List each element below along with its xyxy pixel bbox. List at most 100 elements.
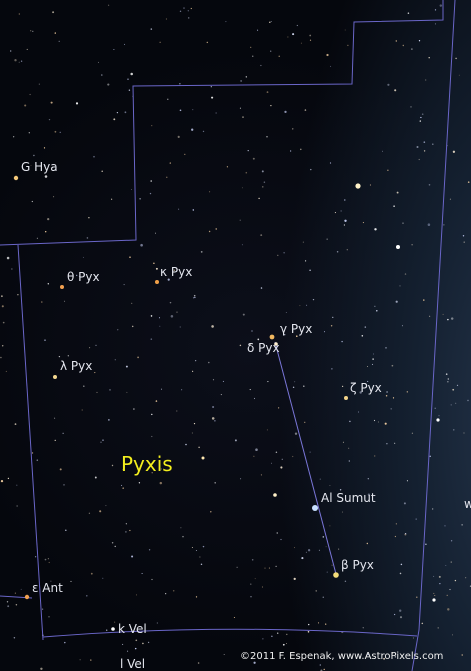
- background-star: [117, 329, 119, 331]
- background-star: [48, 616, 50, 618]
- background-star: [44, 175, 48, 178]
- star-bright-2: [396, 245, 400, 249]
- background-star: [96, 391, 98, 393]
- background-star: [101, 74, 103, 76]
- background-star: [326, 571, 328, 573]
- background-star: [90, 659, 92, 661]
- background-star: [17, 293, 19, 296]
- background-star: [317, 622, 320, 624]
- background-star: [393, 205, 395, 207]
- background-star: [30, 164, 32, 166]
- background-star: [444, 525, 446, 527]
- background-star: [154, 232, 157, 234]
- background-star: [13, 637, 16, 639]
- background-star: [125, 531, 127, 533]
- background-star: [129, 256, 131, 258]
- background-star: [407, 12, 410, 14]
- background-star: [40, 667, 43, 670]
- background-star: [416, 596, 418, 599]
- background-star: [394, 89, 397, 92]
- background-star: [122, 487, 124, 489]
- background-star: [344, 29, 346, 31]
- background-star: [127, 78, 129, 80]
- background-star: [385, 347, 387, 349]
- background-star: [269, 21, 271, 24]
- background-star: [429, 455, 431, 457]
- background-star: [341, 340, 343, 343]
- background-star: [155, 400, 158, 402]
- background-star: [449, 588, 451, 591]
- background-star: [406, 391, 408, 393]
- background-star: [341, 385, 344, 388]
- background-star: [191, 128, 194, 131]
- label-delta-pyx: δ Pyx: [247, 341, 280, 355]
- background-star: [346, 249, 348, 251]
- background-star: [293, 577, 296, 581]
- background-star: [38, 83, 40, 85]
- background-star: [318, 549, 320, 551]
- background-star: [151, 578, 153, 581]
- constellation-lines: [274, 341, 337, 575]
- star-bright-6: [436, 418, 440, 422]
- background-star: [331, 564, 333, 566]
- background-star: [275, 451, 278, 454]
- label-gamma-pyx: γ Pyx: [280, 322, 313, 336]
- background-star: [88, 216, 90, 219]
- background-star: [277, 254, 279, 256]
- background-star: [47, 283, 49, 285]
- background-star: [377, 421, 379, 423]
- background-star: [415, 518, 417, 520]
- background-star: [167, 278, 170, 281]
- background-star: [258, 197, 260, 200]
- background-star: [373, 353, 374, 355]
- background-star: [399, 609, 402, 612]
- background-star: [309, 269, 311, 271]
- background-star: [261, 170, 264, 173]
- background-star: [30, 30, 32, 32]
- background-star: [268, 567, 270, 569]
- constellation-name: Pyxis: [121, 452, 173, 476]
- background-star: [15, 604, 18, 606]
- background-star: [139, 198, 141, 200]
- background-star: [51, 166, 54, 169]
- background-star: [210, 86, 212, 88]
- background-star: [177, 135, 180, 138]
- background-star: [445, 373, 448, 375]
- star-k-vel: [111, 627, 115, 631]
- star-bright-4: [432, 598, 436, 602]
- background-star: [150, 338, 153, 340]
- background-star: [371, 363, 374, 365]
- background-star: [86, 595, 88, 597]
- background-star: [391, 652, 394, 655]
- background-star: [465, 577, 467, 579]
- background-star: [432, 508, 434, 510]
- background-star: [461, 654, 463, 656]
- background-star: [411, 432, 414, 434]
- background-star: [418, 158, 420, 161]
- background-star: [284, 110, 287, 114]
- background-star: [369, 184, 371, 186]
- background-star: [137, 356, 140, 359]
- background-star: [453, 429, 455, 431]
- star-beta-pyx: [333, 572, 339, 578]
- background-star: [47, 217, 50, 221]
- background-star: [14, 59, 17, 62]
- background-star: [411, 244, 413, 246]
- background-star: [447, 381, 449, 383]
- background-star: [364, 326, 367, 328]
- background-star: [304, 421, 306, 423]
- background-star: [434, 23, 437, 25]
- background-star: [190, 7, 192, 10]
- background-star: [450, 540, 453, 542]
- background-star: [394, 442, 396, 444]
- background-star: [344, 580, 347, 583]
- label-beta-pyx: β Pyx: [341, 558, 374, 572]
- background-star: [36, 237, 38, 239]
- background-star: [308, 623, 310, 626]
- background-star: [242, 313, 245, 316]
- background-star: [445, 565, 447, 566]
- background-star: [294, 381, 296, 383]
- background-star: [113, 48, 115, 51]
